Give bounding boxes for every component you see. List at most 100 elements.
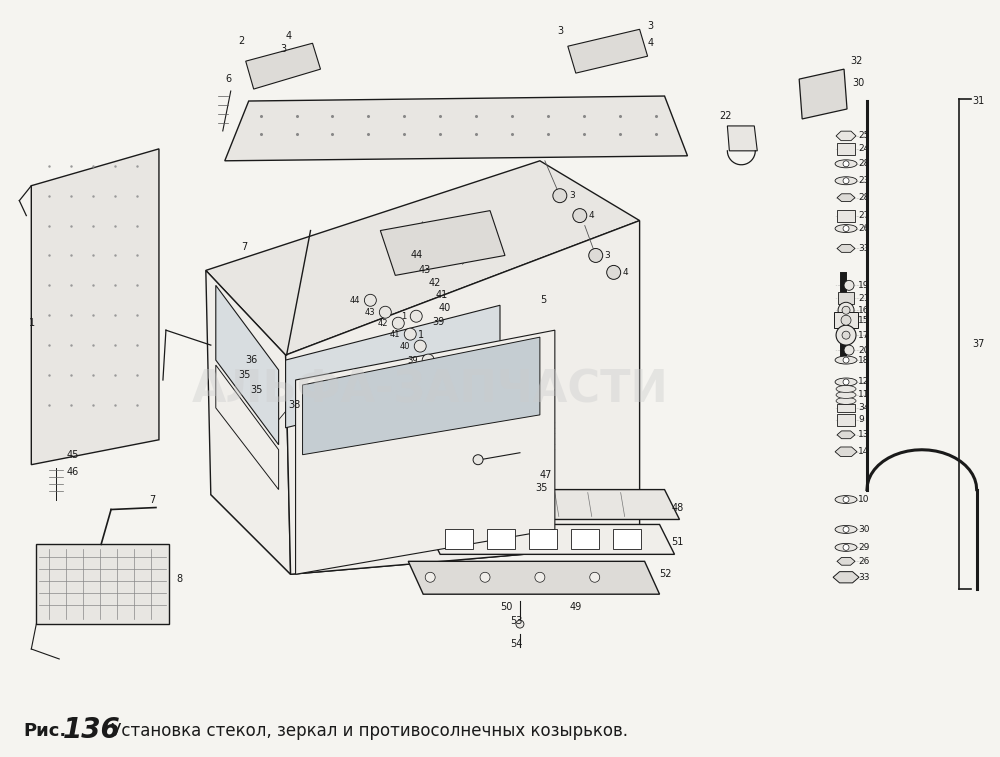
Text: 42: 42	[428, 279, 441, 288]
Text: 33: 33	[858, 573, 870, 582]
Text: 19: 19	[858, 281, 870, 290]
Text: 53: 53	[510, 616, 522, 626]
Text: 4: 4	[623, 268, 628, 277]
Circle shape	[422, 354, 434, 366]
Circle shape	[838, 302, 854, 318]
Ellipse shape	[835, 160, 857, 168]
Text: 1: 1	[29, 318, 35, 329]
Text: 7: 7	[149, 494, 155, 505]
Circle shape	[410, 310, 422, 322]
Ellipse shape	[836, 397, 856, 404]
Circle shape	[480, 572, 490, 582]
Text: 25: 25	[858, 132, 869, 140]
Text: 5: 5	[540, 295, 546, 305]
Polygon shape	[837, 557, 855, 565]
Polygon shape	[613, 529, 641, 550]
Text: 54: 54	[510, 639, 522, 649]
Circle shape	[842, 331, 850, 339]
Polygon shape	[727, 126, 757, 151]
Text: 39: 39	[432, 317, 444, 327]
Text: Рис.: Рис.	[23, 721, 67, 740]
Polygon shape	[836, 131, 856, 141]
Polygon shape	[837, 194, 855, 201]
Text: 34: 34	[858, 403, 869, 413]
Text: 31: 31	[973, 96, 985, 106]
Polygon shape	[296, 330, 555, 575]
Text: 30: 30	[858, 525, 870, 534]
Text: 23: 23	[858, 176, 869, 185]
Polygon shape	[303, 337, 540, 455]
Text: 4: 4	[286, 31, 292, 42]
Polygon shape	[834, 312, 858, 329]
Circle shape	[364, 294, 376, 307]
Ellipse shape	[835, 378, 857, 386]
Text: 35: 35	[239, 370, 251, 380]
Text: 44: 44	[410, 251, 423, 260]
Circle shape	[842, 307, 850, 314]
Ellipse shape	[835, 544, 857, 551]
Polygon shape	[799, 69, 847, 119]
Text: 41: 41	[435, 290, 447, 301]
Text: 22: 22	[719, 111, 732, 121]
Text: 32: 32	[850, 56, 862, 66]
Polygon shape	[206, 160, 640, 355]
Polygon shape	[31, 149, 159, 465]
Circle shape	[425, 572, 435, 582]
Polygon shape	[837, 210, 855, 222]
Polygon shape	[206, 270, 291, 575]
Text: 48: 48	[672, 503, 684, 512]
Circle shape	[473, 455, 483, 465]
Text: 44: 44	[350, 296, 360, 305]
Text: 2: 2	[239, 36, 245, 46]
Circle shape	[379, 307, 391, 318]
Polygon shape	[286, 305, 500, 428]
Text: 36: 36	[246, 355, 258, 365]
Text: 49: 49	[570, 602, 582, 612]
Circle shape	[836, 326, 856, 345]
Circle shape	[843, 357, 849, 363]
Text: 3: 3	[557, 26, 563, 36]
Circle shape	[841, 315, 851, 326]
Polygon shape	[445, 529, 473, 550]
Text: 6: 6	[226, 74, 232, 84]
Circle shape	[590, 572, 600, 582]
Polygon shape	[833, 572, 859, 583]
Polygon shape	[529, 529, 557, 550]
Polygon shape	[837, 414, 855, 426]
Text: 27: 27	[858, 211, 869, 220]
Text: 39: 39	[408, 356, 418, 365]
Text: 47: 47	[540, 469, 552, 480]
Text: 12: 12	[858, 378, 869, 387]
Circle shape	[516, 620, 524, 628]
Text: 14: 14	[858, 447, 869, 456]
Circle shape	[535, 572, 545, 582]
Text: 1: 1	[401, 312, 406, 321]
Text: 21: 21	[858, 294, 869, 303]
Text: 7: 7	[241, 242, 247, 253]
Polygon shape	[408, 562, 660, 594]
Text: 26: 26	[858, 224, 869, 233]
Circle shape	[607, 266, 621, 279]
Text: 26: 26	[858, 557, 869, 565]
Text: 9: 9	[858, 416, 864, 425]
Text: 4: 4	[648, 39, 654, 48]
Circle shape	[843, 178, 849, 184]
Ellipse shape	[835, 496, 857, 503]
Polygon shape	[286, 220, 640, 575]
Text: 18: 18	[858, 356, 870, 365]
Polygon shape	[487, 529, 515, 550]
Text: 40: 40	[438, 304, 450, 313]
Text: 1: 1	[418, 330, 424, 340]
Text: 37: 37	[973, 339, 985, 349]
Circle shape	[414, 340, 426, 352]
Polygon shape	[425, 525, 675, 554]
Circle shape	[844, 280, 854, 291]
Polygon shape	[36, 544, 169, 624]
Text: 17: 17	[858, 331, 870, 340]
Text: 40: 40	[400, 341, 410, 350]
Text: 15: 15	[858, 316, 870, 325]
Text: АЛЬФА-ЗАПЧАСТИ: АЛЬФА-ЗАПЧАСТИ	[192, 369, 669, 412]
Text: 3: 3	[569, 192, 575, 200]
Circle shape	[844, 345, 854, 355]
Text: 43: 43	[365, 308, 375, 316]
